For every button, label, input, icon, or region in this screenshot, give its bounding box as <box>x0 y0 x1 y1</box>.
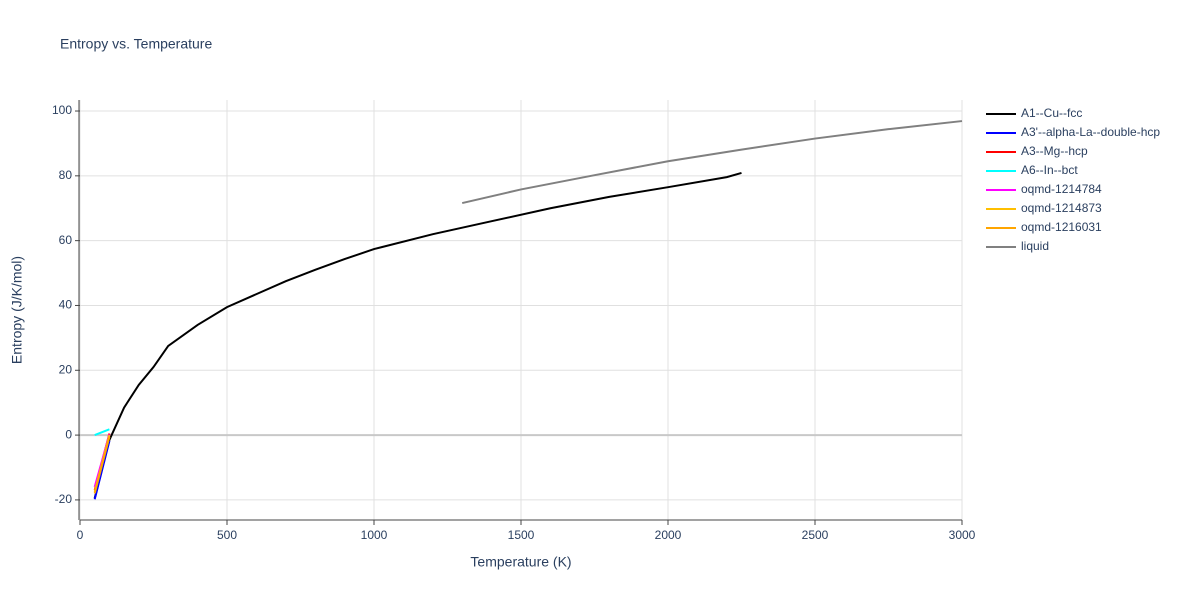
y-tick-label: 40 <box>59 298 73 312</box>
x-axis-title: Temperature (K) <box>470 554 571 570</box>
legend-label: oqmd-1216031 <box>1021 220 1102 234</box>
x-tick-label: 0 <box>77 528 84 542</box>
legend-label: A6--In--bct <box>1021 163 1078 177</box>
y-tick-label: 0 <box>65 427 72 441</box>
legend-label: A3'--alpha-La--double-hcp <box>1021 125 1160 139</box>
y-tick-label: -20 <box>55 492 73 506</box>
y-tick-label: 100 <box>52 103 72 117</box>
x-tick-label: 2500 <box>802 528 829 542</box>
legend-label: A1--Cu--fcc <box>1021 106 1082 120</box>
legend-label: oqmd-1214873 <box>1021 201 1102 215</box>
x-tick-label: 1500 <box>508 528 535 542</box>
line-series <box>461 120 963 205</box>
legend-label: oqmd-1214784 <box>1021 182 1102 196</box>
legend-label: A3--Mg--hcp <box>1021 144 1088 158</box>
y-axis-title: Entropy (J/K/mol) <box>9 256 25 364</box>
y-tick-label: 60 <box>59 233 73 247</box>
y-tick-label: 20 <box>59 362 73 376</box>
line-series <box>93 171 742 499</box>
line-series <box>93 440 111 500</box>
x-tick-label: 1000 <box>361 528 388 542</box>
x-tick-label: 3000 <box>949 528 976 542</box>
line-series <box>94 428 110 437</box>
x-tick-label: 500 <box>217 528 237 542</box>
line-series <box>93 436 111 494</box>
x-tick-label: 2000 <box>655 528 682 542</box>
legend-label: liquid <box>1021 239 1049 253</box>
y-tick-label: 80 <box>59 168 73 182</box>
chart-title: Entropy vs. Temperature <box>60 36 212 52</box>
